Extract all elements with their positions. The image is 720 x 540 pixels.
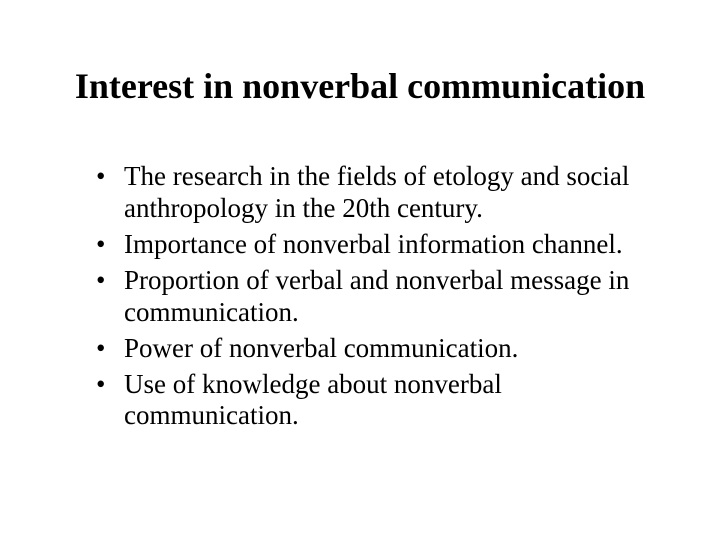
list-item: Use of knowledge about nonverbal communi… xyxy=(96,369,662,433)
slide-title: Interest in nonverbal communication xyxy=(40,66,680,107)
list-item: Importance of nonverbal information chan… xyxy=(96,229,662,261)
slide: Interest in nonverbal communication The … xyxy=(0,0,720,540)
list-item: Proportion of verbal and nonverbal messa… xyxy=(96,265,662,329)
bullet-list: The research in the fields of etology an… xyxy=(40,161,680,432)
list-item: The research in the fields of etology an… xyxy=(96,161,662,225)
list-item: Power of nonverbal communication. xyxy=(96,333,662,365)
